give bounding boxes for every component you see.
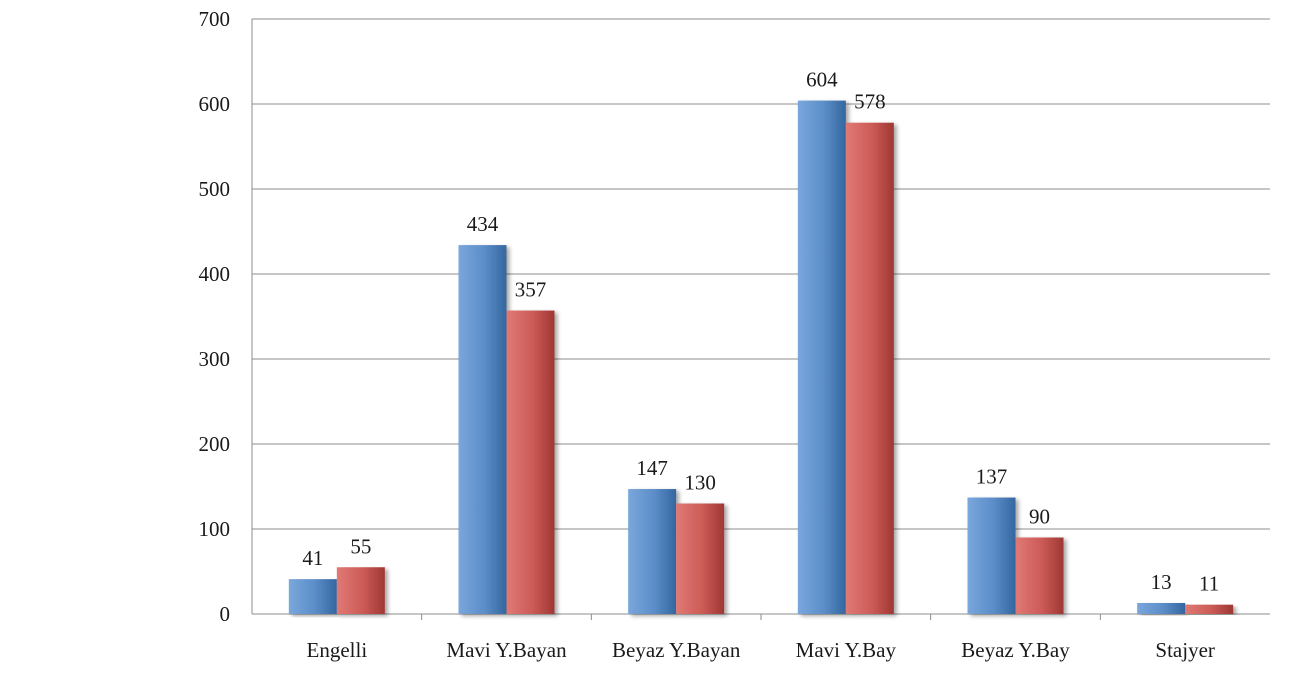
data-label: 11 bbox=[1199, 572, 1219, 596]
data-label: 137 bbox=[976, 465, 1008, 489]
x-category-label: Beyaz Y.Bayan bbox=[612, 638, 741, 662]
bar-series-2 bbox=[676, 503, 725, 614]
data-label: 604 bbox=[806, 68, 838, 92]
data-label: 130 bbox=[684, 471, 716, 495]
data-label: 55 bbox=[350, 534, 371, 558]
axes bbox=[251, 19, 1270, 620]
bars bbox=[288, 100, 1234, 615]
bar-series-2 bbox=[506, 310, 555, 614]
y-tick-label: 100 bbox=[199, 517, 231, 541]
data-label: 578 bbox=[854, 90, 886, 114]
y-tick-label: 0 bbox=[220, 602, 231, 626]
data-label: 90 bbox=[1029, 505, 1050, 529]
x-category-label: Engelli bbox=[307, 638, 368, 662]
data-label: 434 bbox=[467, 212, 499, 236]
bar-series-1 bbox=[967, 497, 1016, 614]
gridlines bbox=[252, 18, 1270, 530]
bar-series-2 bbox=[845, 122, 894, 614]
y-tick-label: 400 bbox=[199, 262, 231, 286]
bar-series-2 bbox=[1015, 537, 1064, 614]
bar-series-2 bbox=[336, 567, 385, 614]
y-tick-label: 300 bbox=[199, 347, 231, 371]
bar-series-1 bbox=[797, 100, 846, 615]
y-tick-label: 600 bbox=[199, 92, 231, 116]
y-tick-label: 500 bbox=[199, 177, 231, 201]
labels: 0 100 200 300 400 500 600 700 41 55 Engelli 434 357 M… bbox=[199, 7, 1220, 662]
bar-series-1 bbox=[458, 245, 507, 614]
data-label: 41 bbox=[302, 546, 323, 570]
y-tick-label: 200 bbox=[199, 432, 231, 456]
x-category-label: Mavi Y.Bayan bbox=[446, 638, 567, 662]
bar-series-2 bbox=[1185, 604, 1234, 614]
bar-series-1 bbox=[288, 579, 337, 614]
x-category-label: Mavi Y.Bay bbox=[796, 638, 897, 662]
data-label: 13 bbox=[1151, 570, 1172, 594]
x-category-label: Beyaz Y.Bay bbox=[961, 638, 1070, 662]
data-label: 147 bbox=[636, 456, 668, 480]
x-category-label: Stajyer bbox=[1155, 638, 1214, 662]
bar-series-1 bbox=[1137, 602, 1186, 614]
bar-series-1 bbox=[628, 489, 677, 614]
data-label: 357 bbox=[515, 278, 547, 302]
y-tick-label: 700 bbox=[199, 7, 231, 31]
